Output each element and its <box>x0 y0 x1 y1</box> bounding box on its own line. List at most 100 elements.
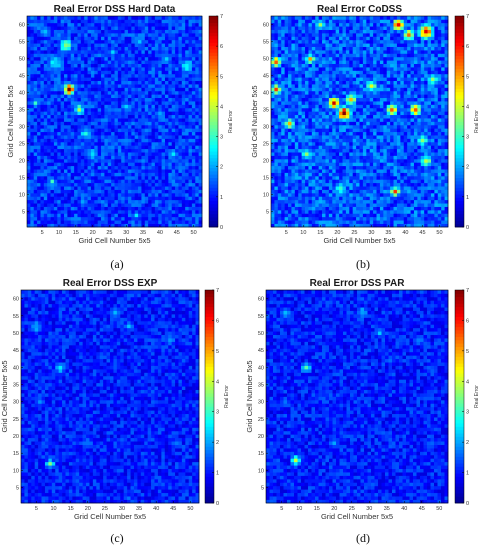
heatmap-cell <box>134 135 139 139</box>
heatmap-cell <box>437 203 442 207</box>
heatmap-cell <box>97 36 102 41</box>
heatmap-cell <box>138 60 142 64</box>
heatmap-cell <box>291 209 296 214</box>
heatmap-cell <box>308 148 313 153</box>
heatmap-cell <box>191 53 196 58</box>
heatmap-cell <box>284 189 289 194</box>
heatmap-cell <box>141 29 146 34</box>
heatmap-cell <box>101 53 105 58</box>
heatmap-cell <box>114 97 119 102</box>
chart-title: Real Error DSS Hard Data <box>54 4 176 15</box>
heatmap-cell <box>84 118 88 122</box>
heatmap-cell <box>80 101 85 105</box>
heatmap-cell <box>80 138 85 143</box>
heatmap-cell <box>67 118 72 122</box>
heatmap-cell <box>97 179 102 184</box>
heatmap-cell <box>274 169 279 173</box>
heatmap-cell <box>101 213 105 218</box>
heatmap-cell <box>30 87 35 92</box>
heatmap-cell <box>322 220 326 224</box>
heatmap-cell <box>191 97 196 102</box>
heatmap-cell <box>345 206 350 211</box>
heatmap-cell <box>407 186 411 190</box>
heatmap-cell <box>342 213 347 218</box>
heatmap-cell <box>154 121 159 126</box>
heatmap-cell <box>390 172 394 177</box>
heatmap-cell <box>84 39 88 44</box>
heatmap-cell <box>158 107 162 112</box>
heatmap-cell <box>154 152 159 156</box>
heatmap-cell <box>47 63 51 68</box>
heatmap-cell <box>141 121 146 126</box>
heatmap-cell <box>424 189 428 194</box>
heatmap-cell <box>356 179 360 184</box>
heatmap-cell <box>67 192 72 197</box>
heatmap-cell <box>107 33 112 37</box>
heatmap-cell <box>318 138 323 143</box>
heatmap-cell <box>94 19 99 24</box>
heatmap-cell <box>127 155 132 160</box>
heatmap-cell <box>50 118 55 122</box>
heatmap-cell <box>161 50 166 54</box>
heatmap-cell <box>121 135 125 139</box>
heatmap-cell <box>57 152 62 156</box>
heatmap-cell <box>373 196 377 201</box>
colorbar-segment <box>209 45 218 50</box>
heatmap-cell <box>114 111 119 116</box>
heatmap-cell <box>345 220 350 224</box>
heatmap-cell <box>325 148 330 153</box>
heatmap-cell <box>288 223 292 228</box>
heatmap-cell <box>328 138 333 143</box>
heatmap-cell <box>158 158 162 163</box>
heatmap-cell <box>117 189 122 194</box>
heatmap-cell <box>410 152 415 156</box>
heatmap-cell <box>64 22 68 27</box>
heatmap-cell <box>386 216 391 221</box>
heatmap-cell <box>57 16 62 20</box>
heatmap-cell <box>107 111 112 116</box>
heatmap-cell <box>420 179 425 184</box>
heatmap-cell <box>178 104 183 109</box>
heatmap-cell <box>181 162 186 167</box>
heatmap-cell <box>151 162 156 167</box>
heatmap-cell <box>60 77 65 82</box>
heatmap-cell <box>168 56 173 61</box>
heatmap-cell <box>101 152 105 156</box>
heatmap-cell <box>90 26 95 30</box>
colorbar-tick-label: 0 <box>220 225 223 231</box>
heatmap-cell <box>101 73 105 78</box>
heatmap-cell <box>90 118 95 122</box>
heatmap-cell <box>90 138 95 143</box>
heatmap-cell <box>376 203 381 207</box>
heatmap-cell <box>90 124 95 129</box>
heatmap-cell <box>158 155 162 160</box>
heatmap-cell <box>390 206 394 211</box>
heatmap-cell <box>70 80 75 85</box>
heatmap-cell <box>47 213 51 218</box>
heatmap-cell <box>288 148 292 153</box>
heatmap-cell <box>90 60 95 64</box>
heatmap-cell <box>107 43 112 47</box>
heatmap-cell <box>181 138 186 143</box>
heatmap-cell <box>117 216 122 221</box>
heatmap-cell <box>80 26 85 30</box>
heatmap-cell <box>294 128 299 133</box>
heatmap-cell <box>185 223 189 228</box>
heatmap-cell <box>407 179 411 184</box>
heatmap-cell <box>366 121 371 126</box>
heatmap-cell <box>104 39 109 44</box>
colorbar-segment <box>209 200 218 205</box>
heatmap-cell <box>151 189 156 194</box>
heatmap-cell <box>114 26 119 30</box>
heatmap-cell <box>373 158 377 163</box>
heatmap-cell <box>53 67 58 71</box>
heatmap-cell <box>154 60 159 64</box>
heatmap-cell <box>328 131 333 136</box>
heatmap-cell <box>70 162 75 167</box>
heatmap-cell <box>198 141 203 146</box>
heatmap-cell <box>356 169 360 173</box>
heatmap-cell <box>77 155 82 160</box>
heatmap-cell <box>124 189 129 194</box>
heatmap-cell <box>403 148 408 153</box>
heatmap-cell <box>342 182 347 187</box>
